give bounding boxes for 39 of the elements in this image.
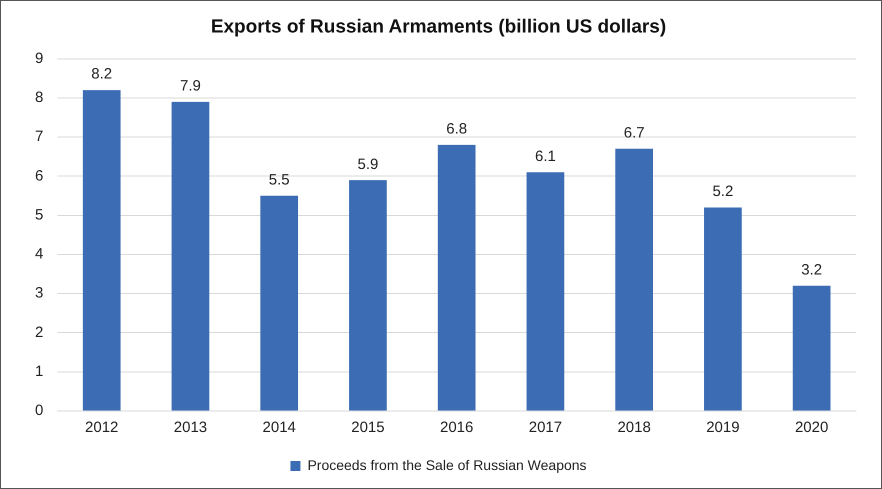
y-tick-label: 4 xyxy=(35,246,44,263)
bar xyxy=(349,180,387,410)
bar xyxy=(260,196,298,410)
bar xyxy=(792,286,830,410)
y-tick-label: 9 xyxy=(35,50,44,67)
legend-label: Proceeds from the Sale of Russian Weapons xyxy=(307,456,587,473)
bar xyxy=(172,102,210,410)
data-label: 3.2 xyxy=(801,261,822,278)
data-label: 6.7 xyxy=(624,124,645,142)
x-tick-label: 2012 xyxy=(85,419,118,436)
bar xyxy=(438,144,476,410)
bar xyxy=(82,90,121,410)
y-tick-label: 3 xyxy=(35,284,44,302)
bar xyxy=(615,148,654,410)
x-tick-label: 2013 xyxy=(174,419,208,436)
data-label: 6.8 xyxy=(446,120,468,138)
y-tick-label: 0 xyxy=(35,402,44,420)
chart-title: Exports of Russian Armaments (billion US dollars) xyxy=(210,16,666,38)
data-label: 5.2 xyxy=(712,183,734,200)
x-tick-label: 2018 xyxy=(617,419,651,436)
y-tick-label: 2 xyxy=(35,324,44,341)
data-label: 6.1 xyxy=(534,148,556,165)
data-label: 5.9 xyxy=(358,156,378,173)
x-tick-label: 2020 xyxy=(794,419,828,436)
x-tick-label: 2019 xyxy=(706,419,740,436)
y-tick-label: 6 xyxy=(35,167,44,184)
x-tick-label: 2014 xyxy=(262,419,296,436)
data-label: 5.5 xyxy=(268,171,290,188)
data-label: 7.9 xyxy=(180,77,201,94)
bar xyxy=(704,208,742,410)
y-tick-label: 7 xyxy=(35,128,44,146)
x-tick-label: 2015 xyxy=(351,419,385,436)
x-tick-label: 2017 xyxy=(528,419,562,436)
y-tick-label: 5 xyxy=(35,206,44,224)
y-tick-label: 1 xyxy=(35,363,44,380)
bar xyxy=(526,172,564,410)
y-tick-label: 8 xyxy=(35,89,44,106)
x-tick-label: 2016 xyxy=(440,419,474,436)
data-label: 8.2 xyxy=(91,66,112,83)
